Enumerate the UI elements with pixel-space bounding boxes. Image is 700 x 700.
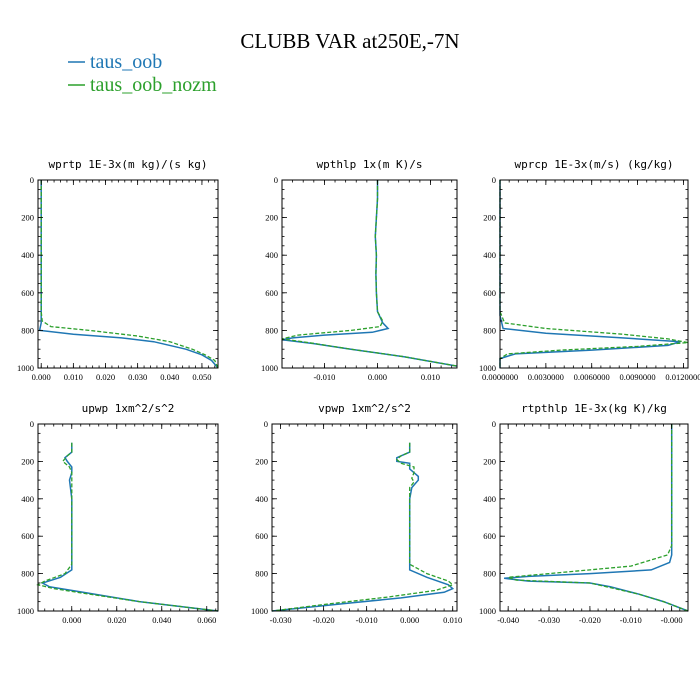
x-tick-label: 0.000 [368,372,387,382]
y-tick-label: 400 [483,250,496,260]
y-tick-label: 600 [21,531,34,541]
y-tick-label: 1000 [479,363,496,373]
y-tick-label: 0 [274,175,278,185]
y-tick-label: 400 [483,494,496,504]
series-line-taus-oob [499,180,681,368]
axis-frame [37,423,219,612]
y-tick-label: 1000 [251,606,268,616]
panel-title: rtpthlp 1E-3x(kg K)/kg [521,402,667,415]
x-tick-label: -0.010 [356,615,378,625]
y-tick-label: 800 [21,325,34,335]
series-line-taus-oob [281,180,458,367]
x-tick-label: 0.050 [192,372,211,382]
series-line-taus-oob-nozm [281,180,458,367]
x-tick-label: 0.000 [400,615,419,625]
y-tick-label: 1000 [479,606,496,616]
panel-6: rtpthlp 1E-3x(kg K)/kg02004006008001000-… [479,402,689,625]
y-tick-label: 0 [30,175,34,185]
panel-4: upwp 1xm^2/s^2 0 200 400 600 800 1000 0.000 0.02… [17,402,219,625]
y-tick-label: 600 [255,531,268,541]
y-tick-label: 400 [21,494,34,504]
y-tick-label: 200 [21,456,34,466]
x-tick-label: 0.020 [96,372,115,382]
x-tick-label: 0.0120000 [665,372,700,382]
x-tick-label: -0.030 [270,615,292,625]
panel-5: vpwp 1xm^2/s^2 0 200 400 600 800 1000-0.030 -0.… [251,402,462,625]
panel-3: wprcp 1E-3x(m/s) (kg/kg) 0 200 400 600 800 100… [479,158,700,382]
panel-title: wprcp 1E-3x(m/s) (kg/kg) [515,158,674,171]
y-tick-label: 200 [265,213,278,223]
y-tick-label: 1000 [261,363,278,373]
x-tick-label: 0.0090000 [619,372,655,382]
y-tick-label: 200 [255,456,268,466]
x-tick-label: 0.020 [107,615,126,625]
series-line-taus-oob [504,424,689,612]
axis-frame [37,179,219,369]
y-tick-label: 800 [265,325,278,335]
x-tick-label: -0.010 [313,372,335,382]
x-tick-label: 0.040 [152,615,171,625]
y-tick-label: 400 [255,494,268,504]
panel-2: wpthlp 1x(m K)/s 0 200 400 600 800 1000 -0.010 0… [261,158,458,382]
series-line-taus-oob-nozm [40,180,219,369]
panel-title: wpthlp 1x(m K)/s [317,158,423,171]
x-tick-label: -0.030 [538,615,560,625]
x-tick-label: -0.010 [620,615,642,625]
series-line-taus-oob-nozm [271,442,454,612]
x-tick-label: 0.0000000 [482,372,518,382]
y-tick-label: 800 [21,569,34,579]
panels: wprtp 1E-3x(m kg)/(s kg) 0 200 400 600 800 100… [17,158,700,625]
series-line-taus-oob [38,180,219,369]
y-tick-label: 400 [265,250,278,260]
y-tick-label: 600 [483,288,496,298]
x-tick-label: 0.0030000 [528,372,564,382]
series-line-taus-oob [271,442,455,612]
x-tick-label: 0.010 [421,372,440,382]
x-tick-label: 0.0060000 [574,372,610,382]
legend-label-taus-oob: taus_oob [90,51,162,73]
x-tick-label: -0.020 [579,615,601,625]
x-tick-label: 0.030 [128,372,147,382]
axis-frame [271,423,458,612]
legend-label-taus-oob-nozm: taus_oob_nozm [90,74,217,96]
y-tick-label: 200 [483,456,496,466]
y-tick-label: 600 [21,288,34,298]
y-tick-label: 800 [483,569,496,579]
y-tick-label: 0 [492,419,496,429]
panel-title: upwp 1xm^2/s^2 [82,402,175,415]
y-tick-label: 800 [483,325,496,335]
y-tick-label: 1000 [17,363,34,373]
y-tick-label: 600 [483,531,496,541]
y-tick-label: 200 [483,213,496,223]
y-tick-label: 0 [30,419,34,429]
y-tick-label: 400 [21,250,34,260]
x-tick-label: 0.060 [197,615,216,625]
chart-title: CLUBB VAR at250E,-7N [240,29,459,53]
x-tick-label: 0.010 [443,615,462,625]
x-tick-label: -0.000 [661,615,683,625]
y-tick-label: 200 [21,213,34,223]
panel-title: vpwp 1xm^2/s^2 [318,402,411,415]
axis-frame [281,179,458,369]
x-tick-label: 0.000 [62,615,81,625]
axis-frame [499,423,689,612]
legend: taus_oob taus_oob_nozm [68,51,217,96]
x-tick-label: 0.000 [32,372,51,382]
series-line-taus-oob [40,442,219,612]
series-line-taus-oob-nozm [36,442,219,612]
panel-title: wprtp 1E-3x(m kg)/(s kg) [49,158,208,171]
y-tick-label: 800 [255,569,268,579]
x-tick-label: 0.040 [160,372,179,382]
y-tick-label: 1000 [17,606,34,616]
series-line-taus-oob-nozm [507,424,689,612]
x-tick-label: -0.040 [497,615,519,625]
panel-1: wprtp 1E-3x(m kg)/(s kg) 0 200 400 600 800 100… [17,158,219,382]
y-tick-label: 0 [492,175,496,185]
x-tick-label: 0.010 [64,372,83,382]
x-tick-label: -0.020 [313,615,335,625]
y-tick-label: 0 [264,419,268,429]
y-tick-label: 600 [265,288,278,298]
